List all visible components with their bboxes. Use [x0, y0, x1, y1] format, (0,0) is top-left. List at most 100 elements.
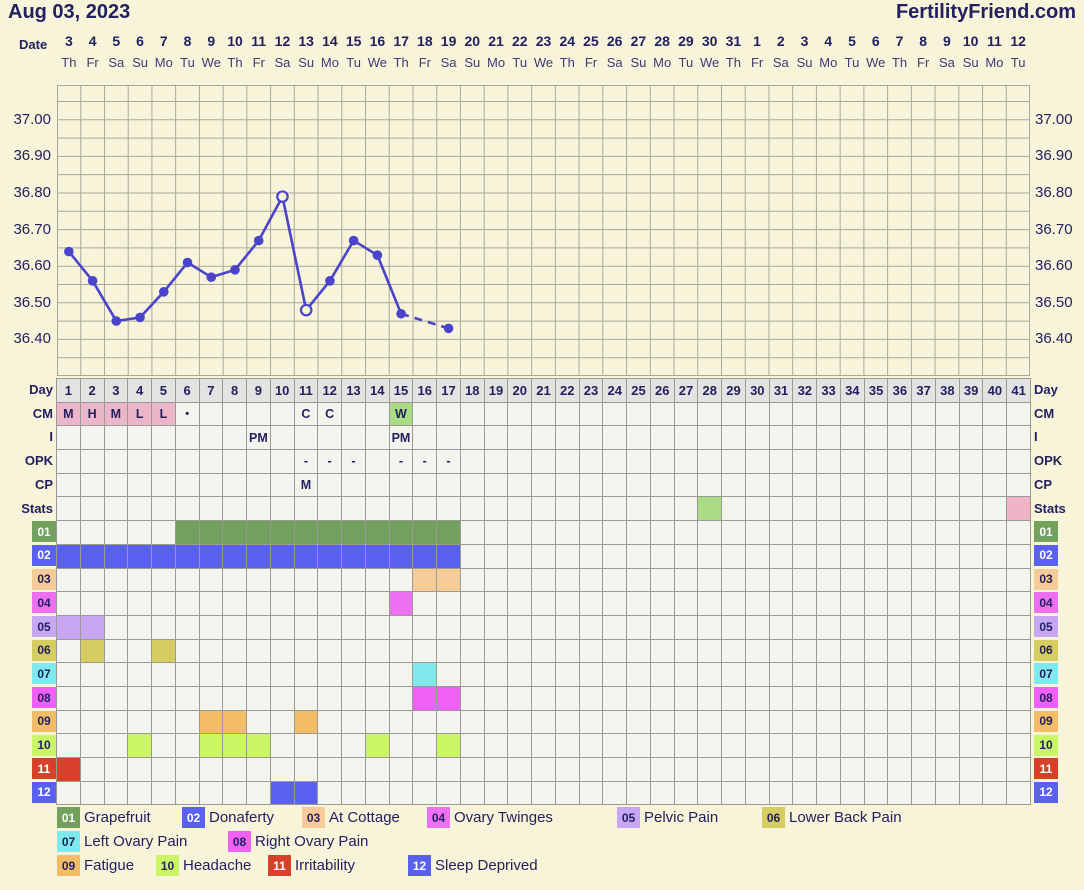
stats-cell[interactable]	[698, 497, 723, 522]
symptom-cell[interactable]	[508, 521, 533, 545]
symptom-cell[interactable]	[389, 639, 414, 664]
symptom-cell[interactable]	[579, 663, 604, 687]
cp-cell[interactable]	[912, 473, 936, 498]
symptom-cell[interactable]	[128, 568, 153, 593]
symptom-cell[interactable]	[959, 568, 984, 593]
i-cell[interactable]	[864, 426, 889, 451]
symptom-cell[interactable]	[484, 663, 509, 687]
cm-cell[interactable]: •	[175, 402, 200, 427]
date-number[interactable]: 18	[417, 33, 433, 49]
cp-cell[interactable]	[247, 473, 271, 498]
symptom-cell[interactable]	[57, 639, 81, 664]
symptom-cell[interactable]	[769, 521, 794, 545]
date-number[interactable]: 19	[440, 33, 457, 49]
symptom-cell[interactable]	[460, 734, 485, 758]
day-number-cell[interactable]: 3	[104, 379, 129, 403]
date-number[interactable]: 3	[64, 33, 73, 49]
symptom-cell[interactable]	[532, 592, 556, 616]
symptom-cell[interactable]	[698, 734, 723, 758]
stats-cell[interactable]	[342, 497, 366, 522]
symptom-cell[interactable]	[674, 710, 699, 735]
symptom-cell[interactable]	[413, 544, 438, 569]
symptom-cell[interactable]	[80, 521, 105, 545]
symptom-cell[interactable]	[437, 544, 461, 569]
symptom-cell[interactable]	[294, 615, 319, 640]
stats-cell[interactable]	[152, 497, 176, 522]
day-number-cell[interactable]: 18	[460, 379, 485, 403]
temp-point[interactable]	[230, 265, 240, 275]
symptom-cell[interactable]	[389, 568, 414, 593]
cm-cell[interactable]	[745, 402, 770, 427]
symptom-cell[interactable]	[128, 592, 153, 616]
symptom-cell[interactable]	[270, 615, 295, 640]
opk-cell[interactable]	[935, 450, 960, 474]
symptom-cell[interactable]	[294, 781, 319, 806]
symptom-cell[interactable]	[912, 639, 936, 664]
symptom-cell[interactable]	[318, 615, 343, 640]
symptom-cell[interactable]	[745, 734, 770, 758]
symptom-cell[interactable]	[389, 592, 414, 616]
symptom-cell[interactable]	[365, 663, 390, 687]
symptom-cell[interactable]	[532, 710, 556, 735]
symptom-cell[interactable]	[674, 734, 699, 758]
i-cell[interactable]	[128, 426, 153, 451]
cm-cell[interactable]	[864, 402, 889, 427]
symptom-cell[interactable]	[175, 758, 200, 782]
symptom-cell[interactable]	[983, 568, 1008, 593]
symptom-cell[interactable]	[152, 592, 176, 616]
symptom-cell[interactable]	[294, 592, 319, 616]
symptom-cell[interactable]	[840, 734, 865, 758]
symptom-cell[interactable]	[603, 544, 628, 569]
symptom-cell[interactable]	[365, 544, 390, 569]
symptom-cell[interactable]	[80, 710, 105, 735]
symptom-cell[interactable]	[888, 710, 913, 735]
symptom-cell[interactable]	[460, 686, 485, 711]
symptom-cell[interactable]	[864, 521, 889, 545]
symptom-cell[interactable]	[104, 615, 129, 640]
cm-cell[interactable]	[722, 402, 746, 427]
symptom-cell[interactable]	[555, 686, 580, 711]
i-cell[interactable]	[1007, 426, 1031, 451]
cp-cell[interactable]	[840, 473, 865, 498]
symptom-cell[interactable]	[532, 734, 556, 758]
symptom-cell[interactable]	[627, 568, 651, 593]
symptom-cell[interactable]	[1007, 592, 1031, 616]
day-number-cell[interactable]: 26	[650, 379, 675, 403]
symptom-cell[interactable]	[484, 734, 509, 758]
symptom-cell[interactable]	[722, 521, 746, 545]
day-number-cell[interactable]: 14	[365, 379, 390, 403]
cp-cell[interactable]	[959, 473, 984, 498]
symptom-cell[interactable]	[959, 544, 984, 569]
symptom-cell[interactable]	[365, 592, 390, 616]
cm-cell[interactable]: L	[128, 402, 153, 427]
opk-cell[interactable]	[864, 450, 889, 474]
symptom-cell[interactable]	[437, 781, 461, 806]
cm-cell[interactable]: C	[318, 402, 343, 427]
symptom-cell[interactable]	[888, 521, 913, 545]
cp-cell[interactable]	[223, 473, 248, 498]
cm-cell[interactable]: L	[152, 402, 176, 427]
symptom-cell[interactable]	[722, 734, 746, 758]
cm-cell[interactable]	[793, 402, 818, 427]
symptom-cell[interactable]	[532, 781, 556, 806]
symptom-cell[interactable]	[674, 592, 699, 616]
symptom-cell[interactable]	[128, 639, 153, 664]
symptom-cell[interactable]	[437, 734, 461, 758]
day-number-cell[interactable]: 35	[864, 379, 889, 403]
stats-cell[interactable]	[460, 497, 485, 522]
symptom-cell[interactable]	[793, 592, 818, 616]
symptom-cell[interactable]	[555, 544, 580, 569]
symptom-cell[interactable]	[722, 544, 746, 569]
symptom-cell[interactable]	[152, 710, 176, 735]
date-number[interactable]: 27	[630, 33, 647, 49]
stats-cell[interactable]	[57, 497, 81, 522]
symptom-cell[interactable]	[959, 710, 984, 735]
symptom-cell[interactable]	[959, 663, 984, 687]
symptom-cell[interactable]	[508, 639, 533, 664]
cp-cell[interactable]	[389, 473, 414, 498]
symptom-cell[interactable]	[935, 781, 960, 806]
symptom-cell[interactable]	[270, 710, 295, 735]
symptom-cell[interactable]	[128, 686, 153, 711]
symptom-cell[interactable]	[413, 734, 438, 758]
temp-point-open[interactable]	[299, 303, 313, 317]
